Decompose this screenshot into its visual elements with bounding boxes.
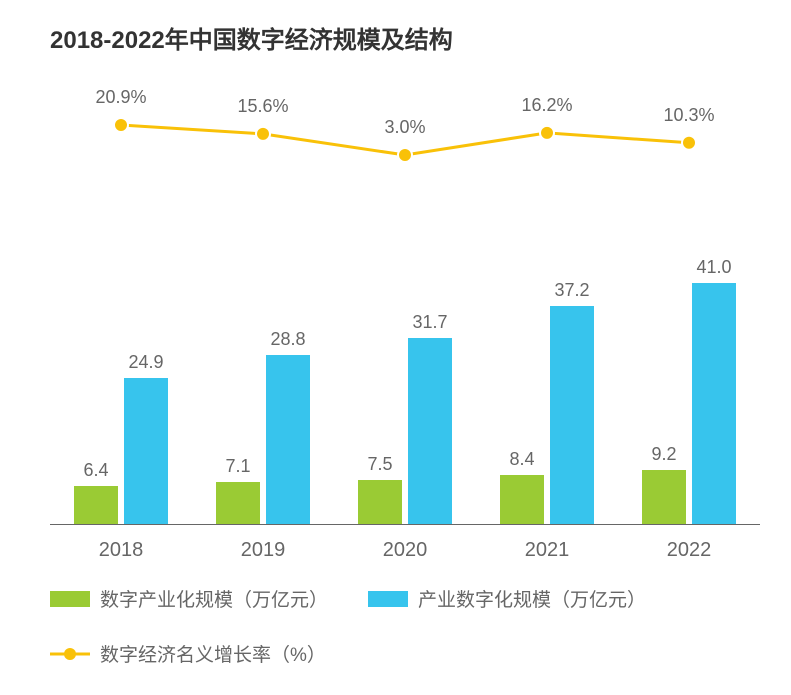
line-value-label: 15.6%	[223, 96, 303, 117]
legend: 数字产业化规模（万亿元） 产业数字化规模（万亿元） 数字经济名义增长率（%）	[50, 585, 761, 667]
bar-group: 7.531.72020	[334, 85, 476, 525]
bar-group: 8.437.22021	[476, 85, 618, 525]
category-label: 2018	[50, 525, 192, 562]
legend-line-icon	[50, 646, 90, 662]
bar-label-series2: 24.9	[116, 352, 176, 373]
category-label: 2021	[476, 525, 618, 562]
plot-area: 6.424.920187.128.820197.531.720208.437.2…	[50, 85, 760, 525]
bar-label-series1: 8.4	[492, 449, 552, 470]
legend-item: 产业数字化规模（万亿元）	[368, 585, 646, 612]
legend-swatch	[368, 591, 408, 607]
bar-series2	[550, 306, 594, 524]
bar-label-series2: 31.7	[400, 312, 460, 333]
bar-label-series1: 9.2	[634, 444, 694, 465]
chart-title: 2018-2022年中国数字经济规模及结构	[50, 20, 761, 55]
bar-series2	[124, 378, 168, 524]
legend-label: 产业数字化规模（万亿元）	[418, 585, 646, 612]
bar-series2	[408, 338, 452, 524]
legend-item: 数字经济名义增长率（%）	[50, 640, 326, 667]
legend-item: 数字产业化规模（万亿元）	[50, 585, 328, 612]
line-value-label: 16.2%	[507, 95, 587, 116]
bar-group: 9.241.02022	[618, 85, 760, 525]
line-value-label: 3.0%	[365, 117, 445, 138]
legend-label: 数字经济名义增长率（%）	[100, 640, 326, 667]
bar-series2	[266, 355, 310, 524]
bar-label-series2: 28.8	[258, 329, 318, 350]
bar-label-series2: 41.0	[684, 257, 744, 278]
line-value-label: 10.3%	[649, 105, 729, 126]
bar-label-series1: 7.1	[208, 456, 268, 477]
category-label: 2020	[334, 525, 476, 562]
chart-container: 2018-2022年中国数字经济规模及结构 6.4 24.9 2018 7.1 28.8…	[0, 0, 791, 695]
bar-label-series2: 37.2	[542, 280, 602, 301]
bar-label-series1: 6.4	[66, 460, 126, 481]
bar-series1	[358, 480, 402, 524]
legend-swatch	[50, 591, 90, 607]
bar-series1	[642, 470, 686, 524]
line-value-label: 20.9%	[81, 87, 161, 108]
legend-label: 数字产业化规模（万亿元）	[100, 585, 328, 612]
bar-series1	[500, 475, 544, 524]
category-label: 2019	[192, 525, 334, 562]
bar-series1	[216, 482, 260, 524]
bar-group: 7.128.82019	[192, 85, 334, 525]
bar-series2	[692, 283, 736, 524]
legend-line-dot	[64, 648, 76, 660]
category-label: 2022	[618, 525, 760, 562]
bar-label-series1: 7.5	[350, 454, 410, 475]
bar-series1	[74, 486, 118, 524]
bar-group: 6.424.92018	[50, 85, 192, 525]
